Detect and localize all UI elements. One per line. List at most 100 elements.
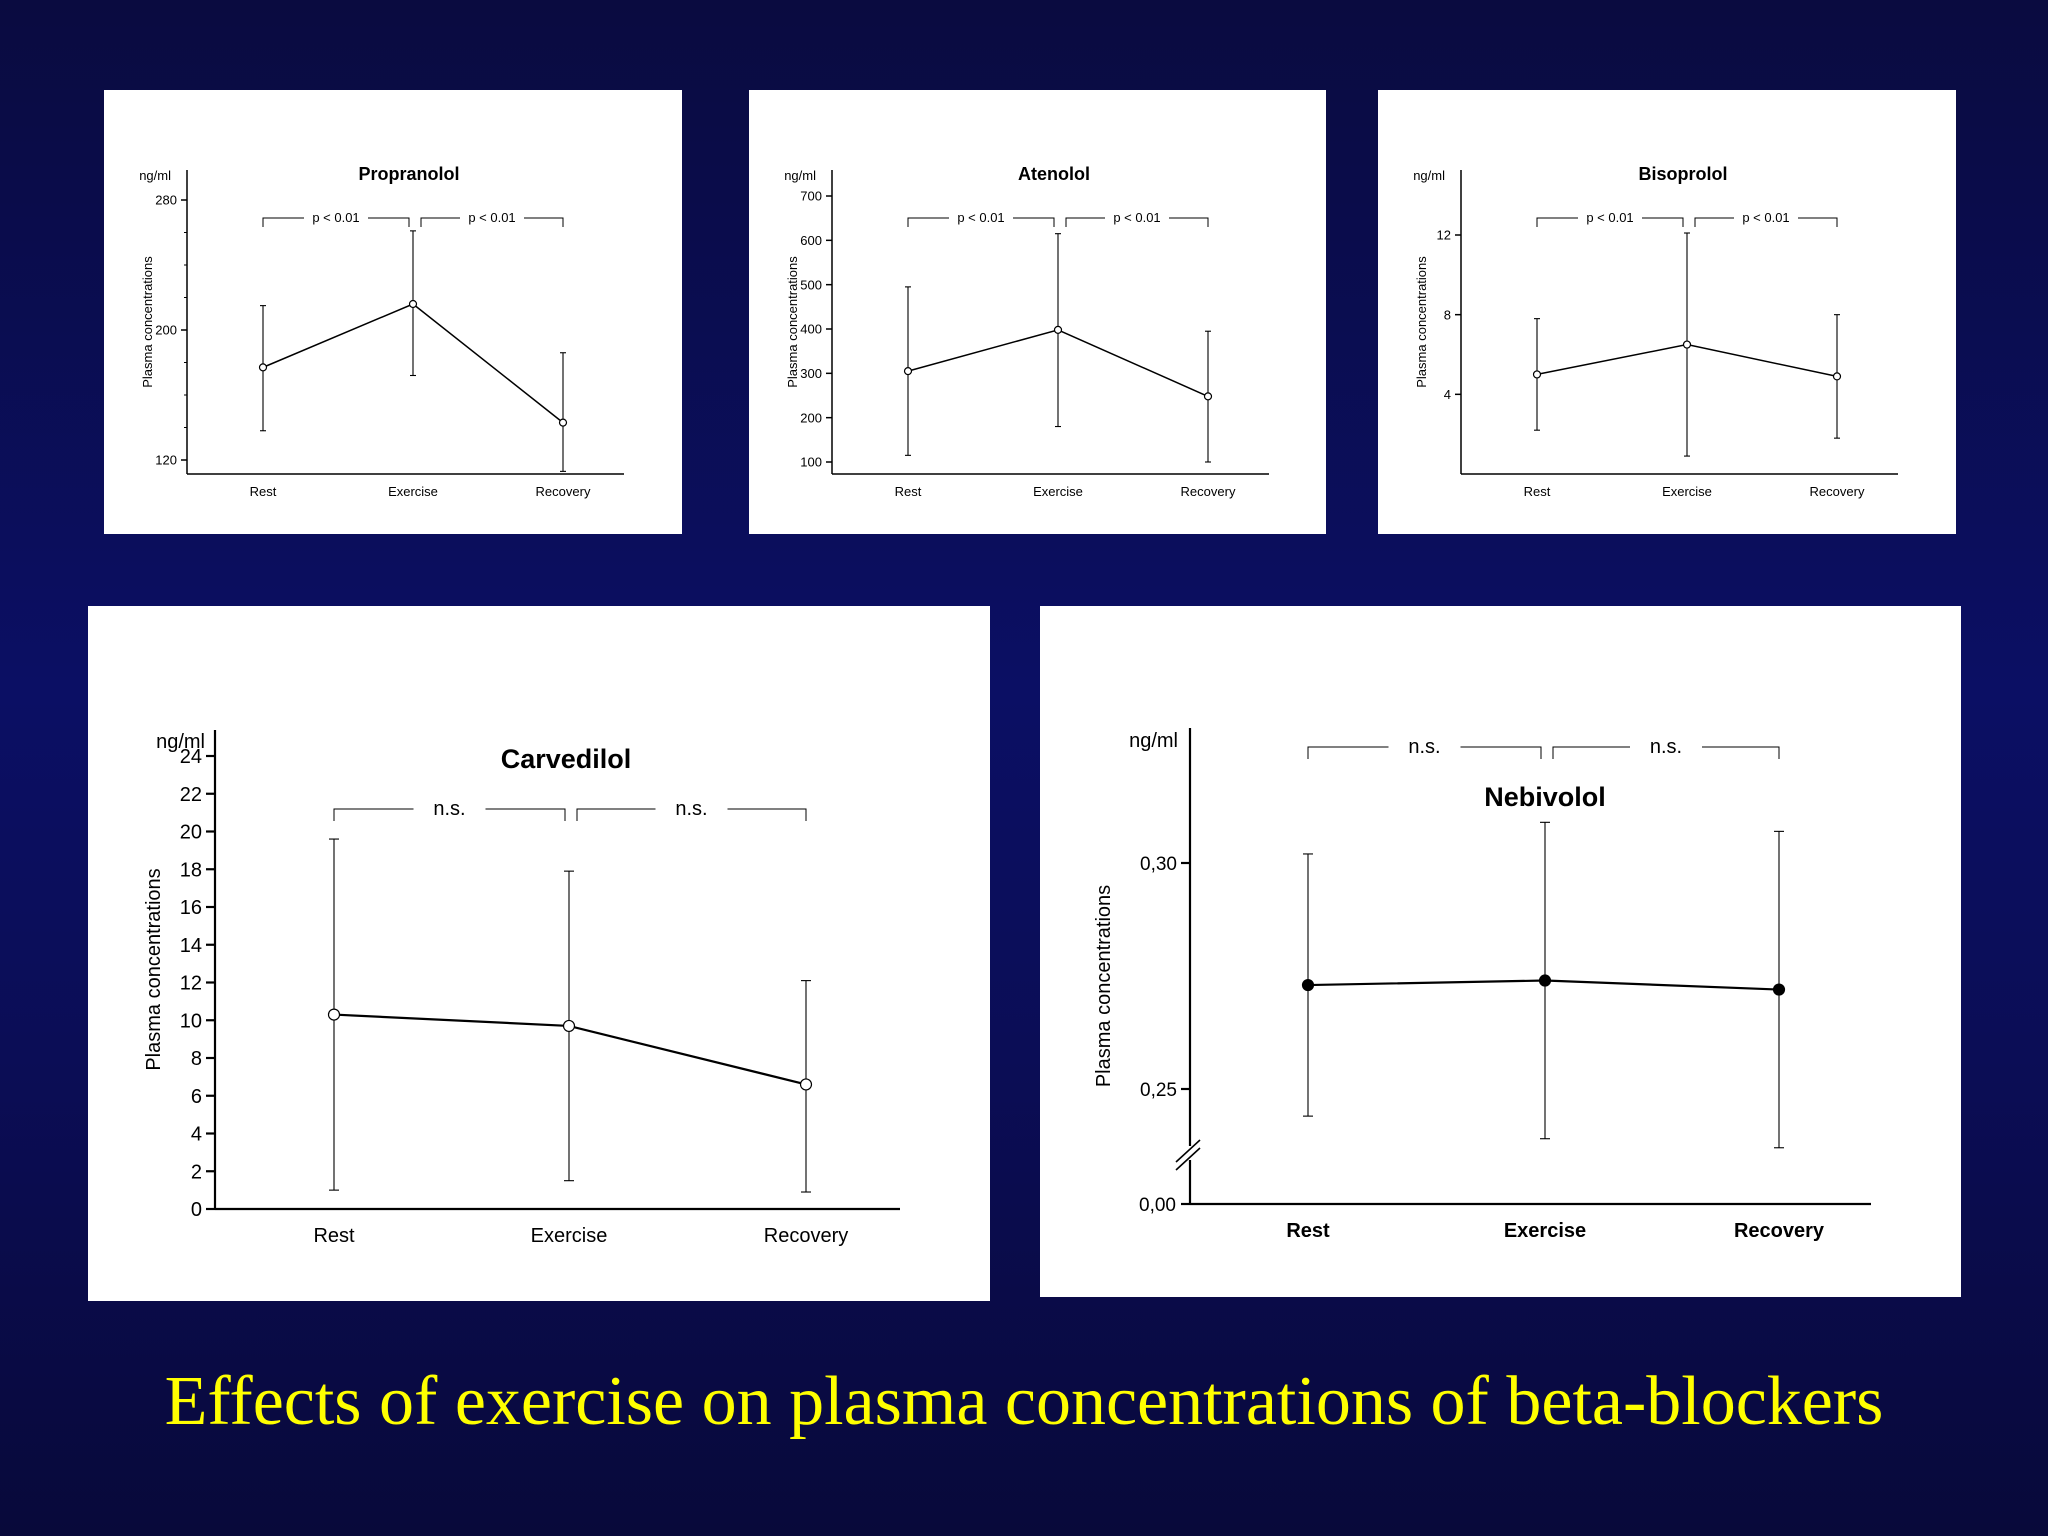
y-tick-label: 8 xyxy=(1444,307,1451,322)
data-point xyxy=(258,363,268,372)
y-tick-label: 700 xyxy=(800,189,822,204)
y-tick-label: 400 xyxy=(800,322,822,337)
atenolol-chart: 100 200 300 400 500 600 700 ng/ml Plasma concent… xyxy=(784,164,1269,499)
y-tick-label: 100 xyxy=(800,455,822,470)
y-tick-label: 0 xyxy=(191,1199,202,1221)
unit-label: ng/ml xyxy=(784,168,816,183)
slide-title: Effects of exercise on plasma concentrat… xyxy=(164,1363,1884,1440)
unit-label: ng/ml xyxy=(156,731,205,753)
x-tick-label: Exercise xyxy=(1033,484,1083,499)
significance-bracket xyxy=(1694,217,1838,227)
data-point xyxy=(558,418,568,427)
bisoprolol-chart: 4 8 12 ng/ml Plasma concentrations Bisoprolol… xyxy=(1413,164,1898,499)
nebivolol-chart: 0,00 0,25 0,30 ng/ml Plasma concentrations Ne… xyxy=(1093,728,1871,1242)
y-tick-label: 600 xyxy=(800,233,822,248)
y-tick-label: 12 xyxy=(1437,228,1451,243)
y-tick-label: 22 xyxy=(180,784,202,806)
y-tick-label: 120 xyxy=(155,453,177,468)
data-point xyxy=(1832,372,1842,381)
significance-bracket xyxy=(1536,217,1684,227)
y-tick-label: 20 xyxy=(180,822,202,844)
x-tick-label: Recovery xyxy=(1181,484,1236,499)
y-tick-label: 300 xyxy=(800,366,822,381)
bisoprolol-chart-panel: 4 8 12 ng/ml Plasma concentrations Bisoprolol… xyxy=(1378,90,1956,534)
data-point xyxy=(327,1008,341,1021)
x-tick-label: Exercise xyxy=(388,484,438,499)
significance-bracket xyxy=(1307,746,1542,759)
x-tick-label: Exercise xyxy=(531,1225,608,1247)
y-tick-label: 0,25 xyxy=(1140,1080,1177,1101)
y-axis-label: Plasma concentrations xyxy=(140,256,155,388)
significance-label: p < 0.01 xyxy=(312,210,359,225)
x-tick-label: Recovery xyxy=(1734,1220,1825,1242)
y-tick-label: 12 xyxy=(180,973,202,995)
y-axis-label: Plasma concentrations xyxy=(143,868,165,1070)
unit-label: ng/ml xyxy=(1129,730,1178,752)
significance-label: p < 0.01 xyxy=(468,210,515,225)
chart-title: Bisoprolol xyxy=(1639,164,1728,184)
significance-label: p < 0.01 xyxy=(1742,210,1789,225)
y-axis-label: Plasma concentrations xyxy=(785,256,800,388)
significance-label: p < 0.01 xyxy=(1586,210,1633,225)
nebivolol-chart-panel: 0,00 0,25 0,30 ng/ml Plasma concentrations Ne… xyxy=(1040,606,1961,1297)
data-point xyxy=(1532,370,1542,379)
x-tick-label: Rest xyxy=(1286,1220,1330,1242)
y-tick-label: 4 xyxy=(191,1124,202,1146)
data-point xyxy=(1301,978,1315,992)
significance-bracket xyxy=(333,808,566,821)
propranolol-chart: 120 200 280 ng/ml Plasma concentrations Propr… xyxy=(139,164,624,499)
y-tick-label: 24 xyxy=(180,746,202,768)
significance-bracket xyxy=(576,808,807,821)
y-axis-label: Plasma concentrations xyxy=(1093,885,1115,1087)
carvedilol-chart-panel: 0 2 4 6 8 10 12 14 16 18 20 22 24 ng/ml Plasma concent… xyxy=(88,606,990,1301)
significance-label: n.s. xyxy=(1408,736,1440,758)
axis-break-slash xyxy=(1175,1147,1201,1171)
atenolol-chart-panel: 100 200 300 400 500 600 700 ng/ml Plasma concent… xyxy=(749,90,1326,534)
significance-label: n.s. xyxy=(675,798,707,820)
x-tick-label: Rest xyxy=(895,484,922,499)
data-point xyxy=(1203,392,1213,401)
data-point xyxy=(562,1019,576,1033)
data-point xyxy=(1772,983,1786,996)
unit-label: ng/ml xyxy=(1413,168,1445,183)
x-tick-label: Recovery xyxy=(536,484,591,499)
data-point xyxy=(1538,974,1552,987)
chart-title: Nebivolol xyxy=(1484,782,1606,812)
significance-bracket xyxy=(1065,217,1209,227)
y-tick-label: 8 xyxy=(191,1048,202,1070)
data-point xyxy=(408,299,418,309)
propranolol-chart-panel: 120 200 280 ng/ml Plasma concentrations Propr… xyxy=(104,90,682,534)
x-tick-label: Rest xyxy=(313,1225,355,1247)
y-tick-label: 18 xyxy=(180,859,202,881)
y-tick-label: 2 xyxy=(191,1161,202,1183)
chart-title: Atenolol xyxy=(1018,164,1090,184)
data-point xyxy=(903,367,913,376)
y-tick-label: 16 xyxy=(180,897,202,919)
significance-bracket xyxy=(1552,746,1780,759)
data-point xyxy=(799,1078,813,1091)
significance-bracket xyxy=(907,217,1055,227)
x-tick-label: Recovery xyxy=(1810,484,1865,499)
significance-bracket xyxy=(262,217,410,227)
y-tick-label: 0,30 xyxy=(1140,854,1177,875)
data-point xyxy=(1053,325,1063,334)
significance-label: n.s. xyxy=(433,798,465,820)
y-tick-label: 14 xyxy=(180,935,202,957)
x-tick-label: Exercise xyxy=(1662,484,1712,499)
y-tick-label: 0,00 xyxy=(1139,1195,1176,1216)
y-tick-label: 10 xyxy=(180,1010,202,1032)
chart-title: Propranolol xyxy=(358,164,459,184)
significance-label: p < 0.01 xyxy=(1113,210,1160,225)
y-tick-label: 280 xyxy=(155,193,177,208)
significance-label: p < 0.01 xyxy=(957,210,1004,225)
significance-bracket xyxy=(420,217,564,227)
y-tick-label: 200 xyxy=(800,410,822,425)
chart-title: Carvedilol xyxy=(501,744,632,774)
significance-label: n.s. xyxy=(1650,736,1682,758)
x-tick-label: Rest xyxy=(1524,484,1551,499)
x-tick-label: Exercise xyxy=(1504,1220,1586,1242)
y-tick-label: 4 xyxy=(1444,387,1451,402)
unit-label: ng/ml xyxy=(139,168,171,183)
y-tick-label: 200 xyxy=(155,323,177,338)
